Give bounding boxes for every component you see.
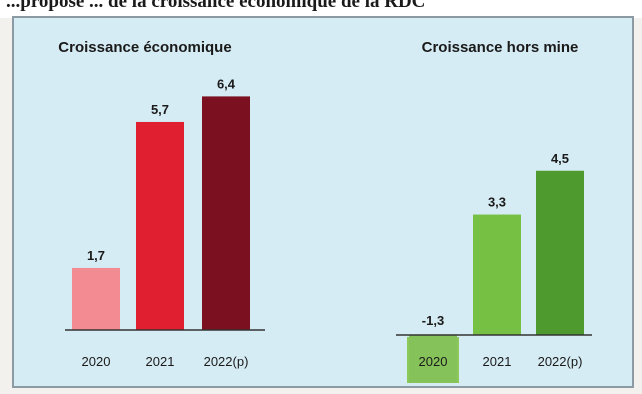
chart-2-value-label: -1,3 bbox=[422, 313, 444, 328]
chart-2-tick-label: 2020 bbox=[419, 354, 448, 369]
chart-2-bar-2020 bbox=[409, 335, 457, 383]
chart-2-bar-2022(p) bbox=[536, 170, 584, 335]
chart-2-tick-label: 2021 bbox=[483, 354, 512, 369]
chart-1-value-label: 1,7 bbox=[87, 248, 105, 263]
chart-1-tick-label: 2022(p) bbox=[204, 354, 249, 369]
chart-1-tick-label: 2021 bbox=[146, 354, 175, 369]
caption-strip: ...proposé ... de la croissance économiq… bbox=[0, 0, 642, 18]
chart-2-value-label: 4,5 bbox=[551, 151, 569, 166]
chart-1-value-label: 6,4 bbox=[217, 76, 236, 91]
figure-caption: ...proposé ... de la croissance économiq… bbox=[6, 0, 426, 12]
chart-1-title: Croissance économique bbox=[58, 39, 231, 56]
chart-1-bar-2021 bbox=[136, 121, 184, 330]
chart-2-bar-2021 bbox=[473, 214, 521, 335]
chart-1-bar-2022(p) bbox=[202, 96, 250, 331]
chart-1-tick-label: 2020 bbox=[82, 354, 111, 369]
chart-2-title: Croissance hors mine bbox=[422, 39, 579, 56]
chart-2-value-label: 3,3 bbox=[488, 195, 506, 210]
chart-1-value-label: 5,7 bbox=[151, 102, 169, 117]
chart-1-bar-2020 bbox=[72, 267, 120, 330]
chart-2-tick-label: 2022(p) bbox=[538, 354, 583, 369]
